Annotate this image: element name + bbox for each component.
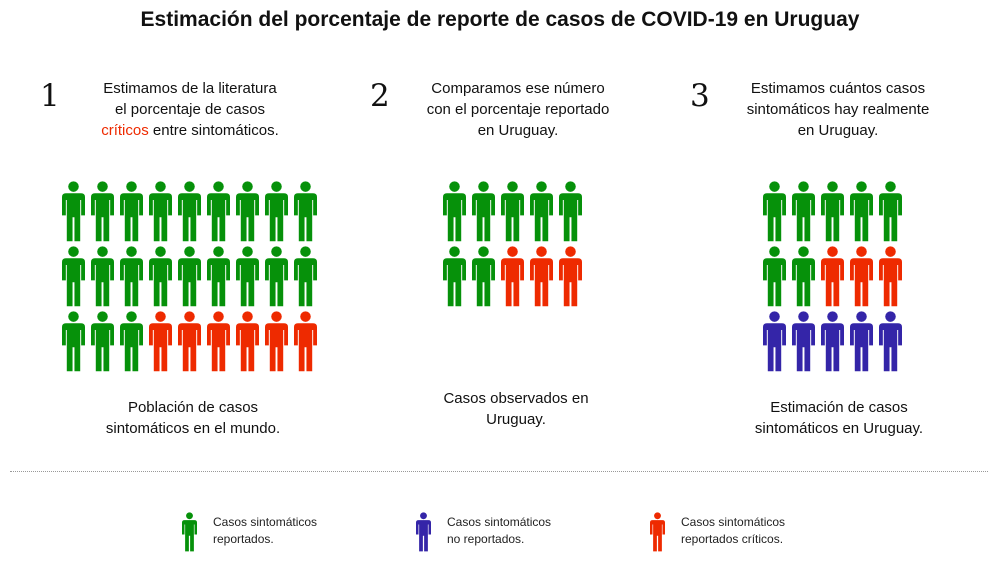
person-green-icon bbox=[120, 181, 143, 242]
person-green-icon bbox=[62, 181, 85, 242]
person-blue-icon bbox=[415, 512, 432, 552]
person-green-icon bbox=[443, 181, 466, 242]
person-red-icon bbox=[501, 246, 524, 307]
step-line: Comparamos ese número bbox=[431, 80, 605, 97]
caption-line: sintomáticos en Uruguay. bbox=[754, 420, 924, 437]
legend-label: Casos sintomáticos reportados. bbox=[213, 514, 317, 548]
step-line: críticos entre sintomáticos. bbox=[70, 120, 310, 141]
person-green-icon bbox=[472, 246, 495, 307]
person-green-icon bbox=[178, 246, 201, 307]
person-green-icon bbox=[501, 181, 524, 242]
person-blue-icon bbox=[763, 311, 786, 372]
person-green-icon bbox=[91, 181, 114, 242]
caption-observed: Casos observados en Uruguay. bbox=[406, 388, 626, 430]
step-number: 2 bbox=[370, 78, 390, 114]
person-green-icon bbox=[91, 311, 114, 372]
step-description: Estimamos cuántos casos sintomáticos hay… bbox=[718, 78, 958, 141]
person-green-icon bbox=[62, 246, 85, 307]
person-red-icon bbox=[821, 246, 844, 307]
legend-line: reportados críticos. bbox=[681, 532, 784, 546]
person-green-icon bbox=[181, 512, 198, 552]
person-blue-icon bbox=[879, 311, 902, 372]
legend-line: no reportados. bbox=[447, 532, 525, 546]
person-green-icon bbox=[207, 181, 230, 242]
people-grid-estimated bbox=[763, 180, 913, 380]
step-number: 3 bbox=[690, 78, 710, 114]
person-green-icon bbox=[236, 181, 259, 242]
step-line: en Uruguay. bbox=[797, 122, 879, 139]
step-line: el porcentaje de casos bbox=[114, 101, 266, 118]
person-green-icon bbox=[792, 246, 815, 307]
person-green-icon bbox=[530, 181, 553, 242]
step-line: sintomáticos hay realmente bbox=[746, 101, 930, 118]
person-green-icon bbox=[559, 181, 582, 242]
person-red-icon bbox=[530, 246, 553, 307]
person-green-icon bbox=[472, 181, 495, 242]
step-line: en Uruguay. bbox=[477, 122, 559, 139]
caption-line: sintomáticos en el mundo. bbox=[105, 420, 281, 437]
caption-world: Población de casos sintomáticos en el mu… bbox=[80, 397, 306, 439]
step-description: Comparamos ese número con el porcentaje … bbox=[398, 78, 638, 141]
person-red-icon bbox=[178, 311, 201, 372]
person-red-icon bbox=[559, 246, 582, 307]
person-green-icon bbox=[236, 246, 259, 307]
step-line-rest: entre sintomáticos. bbox=[148, 122, 279, 139]
person-green-icon bbox=[763, 181, 786, 242]
legend-line: Casos sintomáticos bbox=[681, 515, 786, 529]
person-red-icon bbox=[207, 311, 230, 372]
person-blue-icon bbox=[416, 512, 431, 552]
person-green-icon bbox=[850, 181, 873, 242]
person-red-icon bbox=[879, 246, 902, 307]
legend-line: reportados. bbox=[213, 532, 274, 546]
person-red-icon bbox=[149, 311, 172, 372]
caption-line: Casos observados en bbox=[443, 390, 589, 407]
people-grid-observed bbox=[443, 180, 593, 315]
legend-label: Casos sintomáticos no reportados. bbox=[447, 514, 551, 548]
person-red-icon bbox=[650, 512, 665, 552]
caption-line: Estimación de casos bbox=[770, 399, 908, 416]
step-line: Estimamos de la literatura bbox=[103, 80, 277, 97]
person-red-icon bbox=[265, 311, 288, 372]
person-blue-icon bbox=[821, 311, 844, 372]
person-green-icon bbox=[294, 246, 317, 307]
person-green-icon bbox=[120, 246, 143, 307]
person-green-icon bbox=[792, 181, 815, 242]
person-red-icon bbox=[294, 311, 317, 372]
critical-word: críticos bbox=[101, 122, 149, 139]
person-green-icon bbox=[763, 246, 786, 307]
page-title: Estimación del porcentaje de reporte de … bbox=[140, 8, 860, 31]
person-green-icon bbox=[120, 311, 143, 372]
step-line: con el porcentaje reportado bbox=[426, 101, 610, 118]
step-description: Estimamos de la literatura el porcentaje… bbox=[70, 78, 310, 141]
person-green-icon bbox=[91, 246, 114, 307]
person-green-icon bbox=[294, 181, 317, 242]
person-green-icon bbox=[62, 311, 85, 372]
caption-estimated: Estimación de casos sintomáticos en Urug… bbox=[726, 397, 952, 439]
legend-line: Casos sintomáticos bbox=[447, 515, 552, 529]
person-green-icon bbox=[178, 181, 201, 242]
step-number: 1 bbox=[40, 78, 60, 114]
person-green-icon bbox=[265, 246, 288, 307]
person-red-icon bbox=[649, 512, 666, 552]
caption-line: Población de casos bbox=[127, 399, 259, 416]
person-green-icon bbox=[149, 246, 172, 307]
step-line: Estimamos cuántos casos bbox=[750, 80, 926, 97]
person-green-icon bbox=[265, 181, 288, 242]
legend-label: Casos sintomáticos reportados críticos. bbox=[681, 514, 785, 548]
person-red-icon bbox=[236, 311, 259, 372]
person-green-icon bbox=[821, 181, 844, 242]
person-green-icon bbox=[149, 181, 172, 242]
divider bbox=[10, 471, 988, 472]
person-green-icon bbox=[443, 246, 466, 307]
people-grid-world bbox=[62, 180, 324, 380]
person-green-icon bbox=[182, 512, 197, 552]
caption-line: Uruguay. bbox=[486, 411, 546, 428]
person-blue-icon bbox=[792, 311, 815, 372]
person-blue-icon bbox=[850, 311, 873, 372]
person-red-icon bbox=[850, 246, 873, 307]
person-green-icon bbox=[207, 246, 230, 307]
legend-line: Casos sintomáticos bbox=[213, 515, 318, 529]
person-green-icon bbox=[879, 181, 902, 242]
